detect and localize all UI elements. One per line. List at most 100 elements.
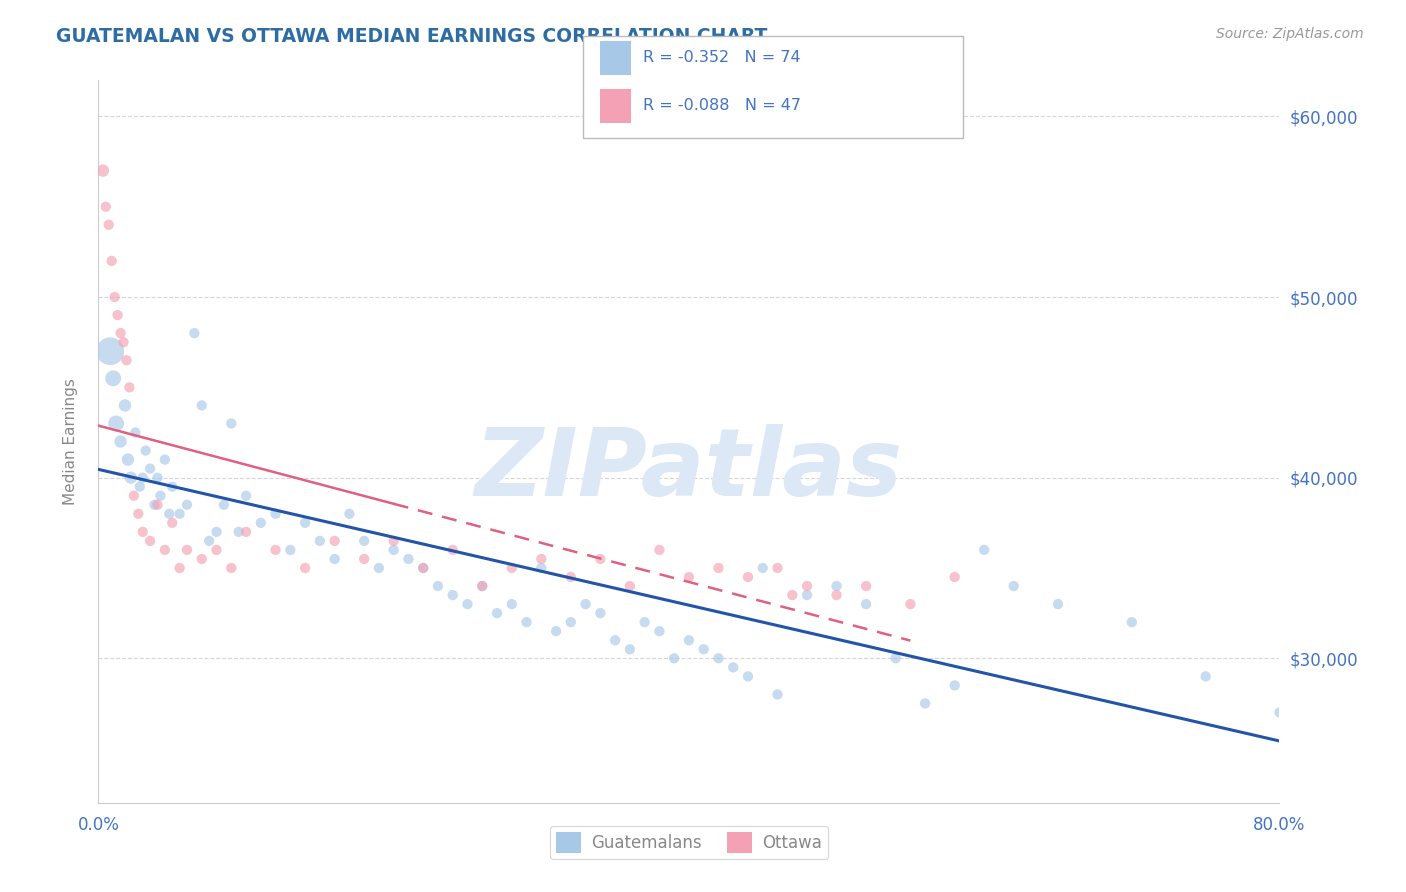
- Point: [221, 417, 243, 431]
- Point: [294, 561, 316, 575]
- Point: [205, 524, 228, 539]
- Point: [228, 524, 250, 539]
- Point: [169, 561, 191, 575]
- Point: [589, 606, 612, 620]
- Point: [560, 570, 582, 584]
- Point: [122, 489, 145, 503]
- Point: [943, 570, 966, 584]
- Point: [107, 308, 129, 322]
- Point: [973, 542, 995, 557]
- Point: [169, 507, 191, 521]
- Point: [471, 579, 494, 593]
- Point: [117, 452, 139, 467]
- Point: [103, 371, 125, 385]
- Point: [398, 552, 420, 566]
- Point: [191, 552, 214, 566]
- Point: [501, 597, 523, 611]
- Point: [280, 542, 302, 557]
- Text: ZIPatlas: ZIPatlas: [475, 425, 903, 516]
- Point: [693, 642, 716, 657]
- Point: [943, 678, 966, 692]
- Point: [412, 561, 434, 575]
- Point: [796, 588, 818, 602]
- Point: [176, 542, 198, 557]
- Point: [132, 524, 155, 539]
- Point: [441, 542, 464, 557]
- Point: [183, 326, 205, 341]
- Point: [516, 615, 538, 630]
- Text: R = -0.352   N = 74: R = -0.352 N = 74: [643, 50, 800, 65]
- Point: [766, 687, 789, 701]
- Point: [900, 597, 922, 611]
- Point: [589, 552, 612, 566]
- Point: [471, 579, 494, 593]
- Point: [353, 552, 375, 566]
- Point: [619, 579, 641, 593]
- Point: [427, 579, 450, 593]
- Point: [110, 326, 132, 341]
- Point: [135, 443, 157, 458]
- Point: [309, 533, 332, 548]
- Point: [457, 597, 479, 611]
- Point: [153, 452, 176, 467]
- Point: [176, 498, 198, 512]
- Point: [112, 335, 135, 350]
- Legend: Guatemalans, Ottawa: Guatemalans, Ottawa: [550, 826, 828, 860]
- Point: [782, 588, 804, 602]
- Point: [825, 579, 848, 593]
- Point: [796, 579, 818, 593]
- Point: [104, 290, 127, 304]
- Point: [235, 489, 257, 503]
- Point: [139, 533, 162, 548]
- Point: [884, 651, 907, 665]
- Point: [105, 417, 128, 431]
- Point: [127, 507, 149, 521]
- Point: [678, 633, 700, 648]
- Point: [250, 516, 273, 530]
- Point: [723, 660, 745, 674]
- Point: [100, 253, 122, 268]
- Point: [149, 489, 172, 503]
- Point: [486, 606, 509, 620]
- Point: [221, 561, 243, 575]
- Point: [264, 507, 287, 521]
- Point: [752, 561, 775, 575]
- Point: [146, 498, 169, 512]
- Point: [441, 588, 464, 602]
- Point: [382, 533, 405, 548]
- Point: [97, 218, 120, 232]
- Point: [855, 579, 877, 593]
- Point: [339, 507, 361, 521]
- Point: [368, 561, 391, 575]
- Point: [91, 163, 114, 178]
- Point: [737, 669, 759, 683]
- Point: [146, 471, 169, 485]
- Point: [575, 597, 598, 611]
- Point: [501, 561, 523, 575]
- Point: [382, 542, 405, 557]
- Point: [191, 398, 214, 412]
- Point: [157, 507, 180, 521]
- Point: [124, 425, 146, 440]
- Point: [294, 516, 316, 530]
- Point: [560, 615, 582, 630]
- Point: [855, 597, 877, 611]
- Point: [118, 380, 141, 394]
- Text: GUATEMALAN VS OTTAWA MEDIAN EARNINGS CORRELATION CHART: GUATEMALAN VS OTTAWA MEDIAN EARNINGS COR…: [56, 27, 768, 45]
- Point: [94, 200, 117, 214]
- Point: [619, 642, 641, 657]
- Point: [546, 624, 568, 639]
- Point: [235, 524, 257, 539]
- Point: [162, 480, 183, 494]
- Point: [825, 588, 848, 602]
- Point: [212, 498, 235, 512]
- Point: [914, 697, 936, 711]
- Point: [737, 570, 759, 584]
- Point: [115, 353, 138, 368]
- Point: [530, 552, 553, 566]
- Point: [128, 480, 150, 494]
- Point: [648, 624, 671, 639]
- Point: [707, 651, 730, 665]
- Point: [323, 533, 346, 548]
- Point: [530, 561, 553, 575]
